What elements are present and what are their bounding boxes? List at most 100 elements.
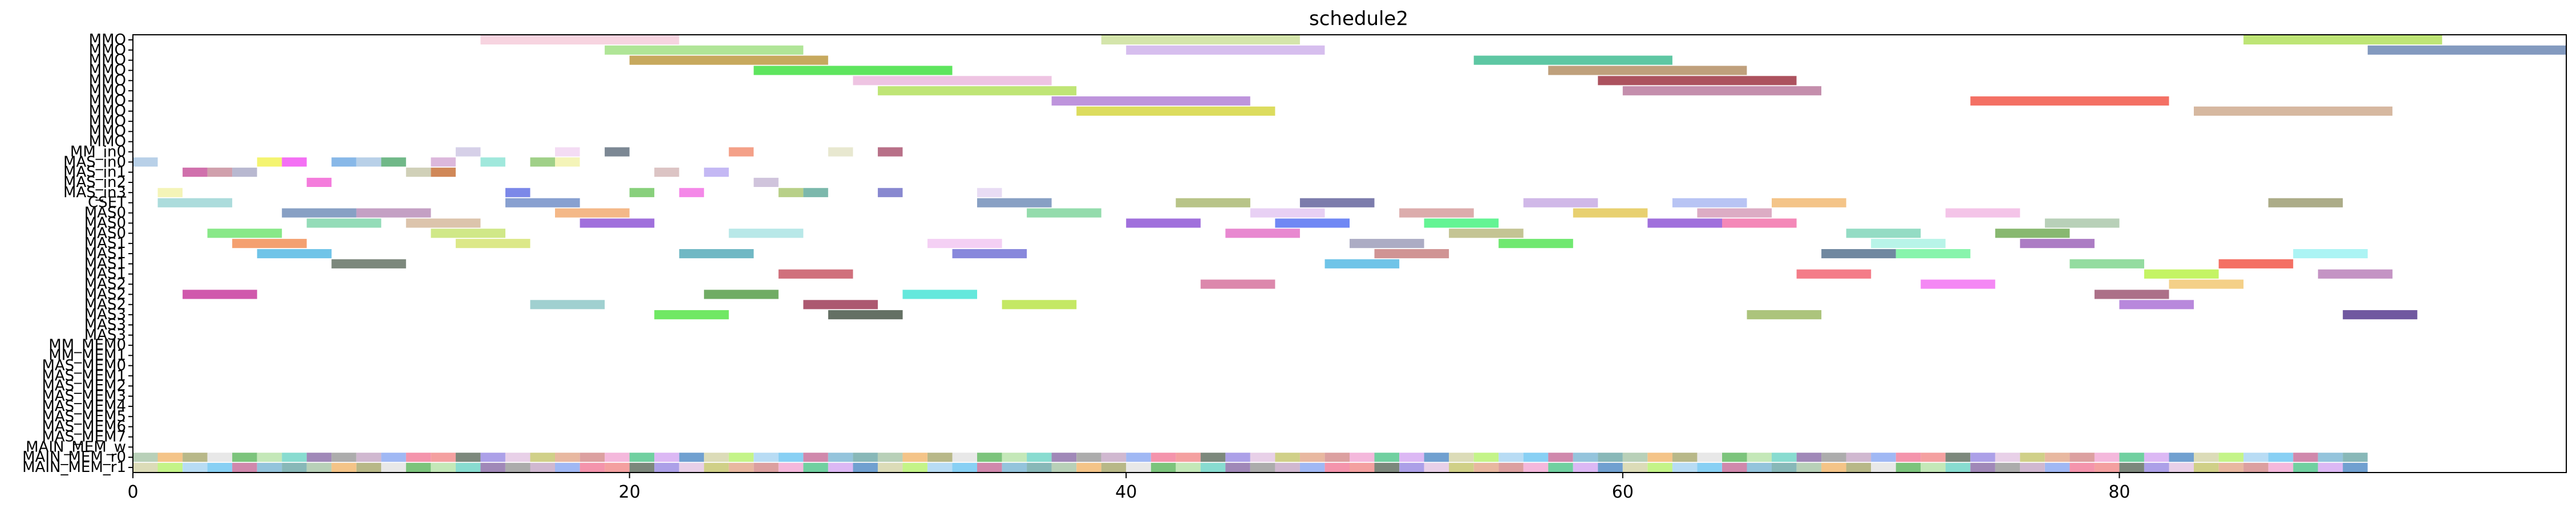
task-bar	[1796, 453, 1822, 462]
task-bar	[1722, 463, 1747, 473]
task-bar	[654, 463, 679, 473]
task-bar	[431, 157, 456, 167]
task-bar	[381, 453, 406, 462]
y-tick-label: MAS0	[84, 214, 126, 231]
task-bar	[431, 229, 505, 238]
task-bar	[629, 188, 655, 197]
x-tick-label: 80	[2108, 482, 2130, 502]
x-tick-label: 60	[1612, 482, 1634, 502]
task-bar	[1299, 453, 1325, 462]
task-bar	[1921, 453, 1946, 462]
task-bar	[1076, 106, 1275, 116]
task-bar	[654, 168, 679, 177]
task-bar	[1151, 463, 1176, 473]
task-bar	[1970, 463, 1995, 473]
task-bar	[1424, 463, 1449, 473]
task-bar	[431, 168, 456, 177]
task-bar	[778, 453, 804, 462]
task-bar	[1895, 249, 1971, 259]
task-bar	[2268, 453, 2294, 462]
task-bar	[1796, 463, 1822, 473]
task-bar	[2094, 463, 2120, 473]
task-bar	[331, 157, 357, 167]
task-bar	[2343, 310, 2417, 320]
task-bar	[2343, 463, 2368, 473]
task-bar	[1747, 453, 1772, 462]
task-bar	[530, 453, 555, 462]
task-bar	[1647, 463, 1672, 473]
task-bar	[1350, 239, 1424, 249]
task-bar	[282, 453, 307, 462]
task-bar	[406, 218, 481, 228]
task-bar	[1747, 310, 1822, 320]
task-bar	[2243, 35, 2443, 44]
task-bar	[1995, 453, 2020, 462]
y-tick-label: MMO	[89, 52, 126, 69]
task-bar	[257, 463, 282, 473]
task-bar	[2243, 453, 2269, 462]
task-bar	[1772, 463, 1797, 473]
task-bar	[2144, 269, 2219, 279]
task-bar	[605, 453, 630, 462]
task-bar	[1523, 198, 1598, 207]
task-bar	[431, 463, 456, 473]
task-bar	[1002, 453, 1027, 462]
task-bar	[306, 218, 382, 228]
task-bar	[356, 453, 382, 462]
task-bar	[1548, 453, 1573, 462]
task-bar	[1051, 453, 1077, 462]
y-tick-label: MAS0	[84, 205, 126, 222]
task-bar	[679, 463, 704, 473]
y-tick-label: MAS_MEM6	[42, 418, 126, 435]
y-tick-label: MAS1	[84, 266, 126, 283]
task-bar	[2194, 453, 2219, 462]
task-bar	[2318, 463, 2343, 473]
task-bar	[1101, 463, 1127, 473]
task-bar	[803, 188, 828, 197]
task-bar	[1871, 463, 1896, 473]
task-bar	[2094, 453, 2120, 462]
task-bar	[877, 147, 903, 157]
task-bar	[133, 463, 158, 473]
task-bar	[282, 208, 357, 218]
task-bar	[1027, 463, 1052, 473]
task-bar	[1126, 463, 1151, 473]
task-bar	[2069, 453, 2095, 462]
task-bar	[1722, 453, 1747, 462]
task-bar	[306, 453, 332, 462]
task-bar	[853, 463, 878, 473]
task-bar	[232, 463, 257, 473]
task-bar	[1647, 453, 1672, 462]
task-bar	[157, 188, 183, 197]
task-bar	[605, 45, 804, 55]
task-bar	[133, 453, 158, 462]
y-tick-label: MAS_MEM4	[42, 398, 126, 415]
task-bar	[455, 147, 481, 157]
y-tick-label: MAS1	[84, 255, 126, 272]
task-bar	[1697, 453, 1722, 462]
task-bar	[2044, 463, 2070, 473]
task-bar	[183, 463, 208, 473]
task-bar	[1374, 249, 1449, 259]
task-bar	[1126, 45, 1325, 55]
task-bar	[555, 463, 580, 473]
task-bar	[207, 453, 233, 462]
task-bar	[306, 177, 332, 187]
task-bar	[704, 463, 729, 473]
task-bar	[1622, 86, 1821, 96]
task-bar	[1473, 463, 1499, 473]
task-bar	[803, 453, 828, 462]
task-bar	[1672, 463, 1698, 473]
y-tick-label: MMO	[89, 123, 126, 140]
task-bar	[1945, 208, 2020, 218]
y-axis: MMOMMOMMOMMOMMOMMOMMOMMOMMOMMOMMOMM_in0M…	[22, 31, 133, 476]
task-bar	[232, 239, 307, 249]
y-tick-label: MM_MEM0	[48, 337, 126, 354]
task-bar	[480, 463, 505, 473]
y-tick-label: MAIN_MEM_w	[26, 438, 126, 455]
task-bar	[1895, 453, 1921, 462]
task-bar	[828, 310, 903, 320]
task-bar	[455, 239, 530, 249]
task-bar	[2169, 279, 2244, 289]
task-bar	[1225, 453, 1250, 462]
